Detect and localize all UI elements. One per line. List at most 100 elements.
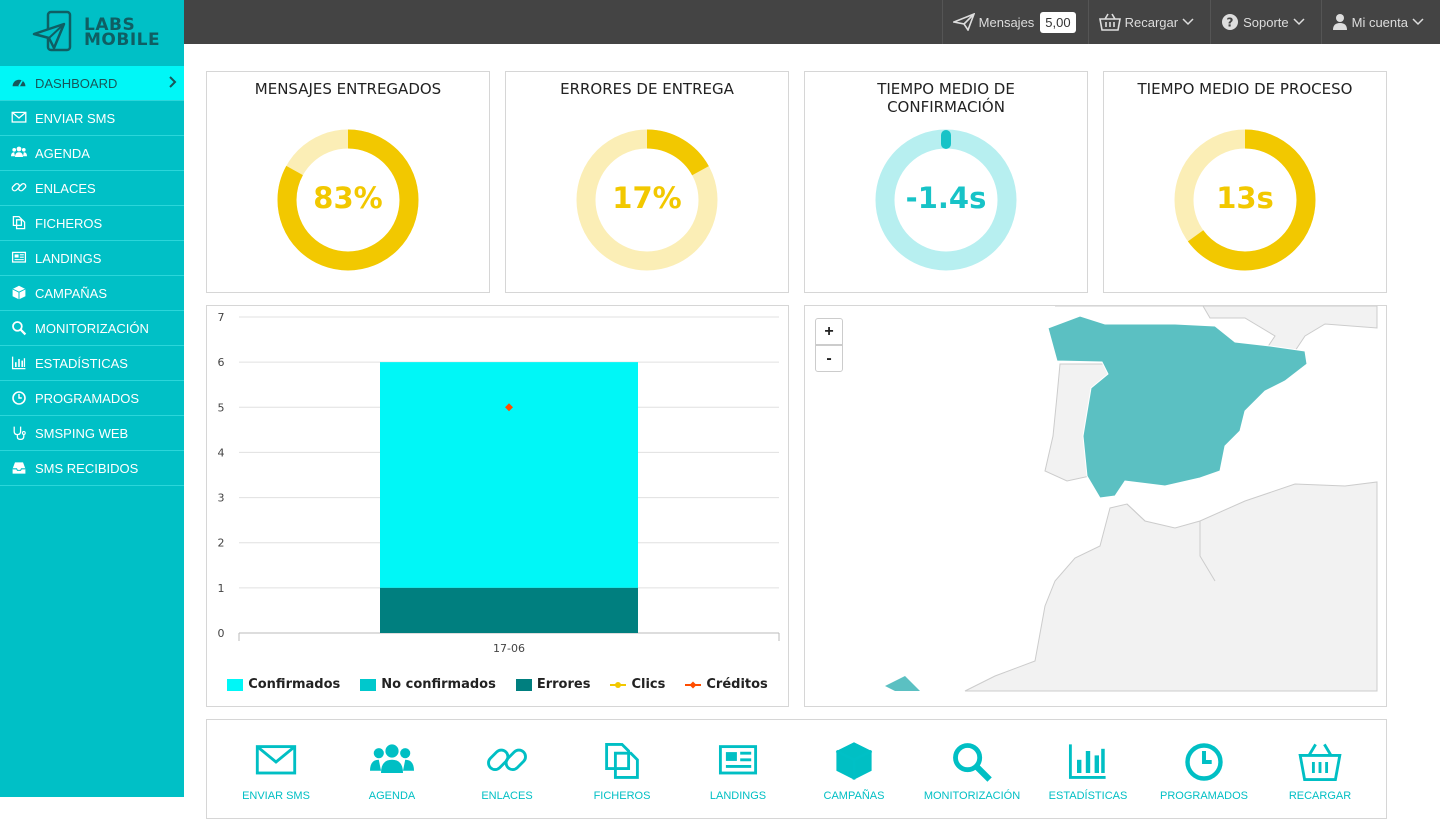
shortcut-label: ENVIAR SMS [242, 790, 310, 802]
y-tick-label: 0 [218, 627, 225, 640]
legend-swatch [360, 678, 377, 691]
kpi-value: 83% [313, 181, 383, 215]
kpi-donut-marker [941, 130, 951, 149]
sidebar-item-landings[interactable]: LANDINGS [0, 241, 184, 276]
sidebar-item-label: SMS RECIBIDOS [35, 460, 139, 476]
shortcut-landings[interactable]: LANDINGS [683, 740, 793, 802]
y-tick-label: 7 [218, 311, 225, 324]
bar-chart-icon [1068, 744, 1106, 779]
kpi-value: -1.4s [905, 181, 987, 215]
kpi-value: 17% [612, 181, 682, 215]
sidebar-item-enviar-sms[interactable]: ENVIAR SMS [0, 101, 184, 136]
y-tick-label: 5 [218, 401, 225, 414]
search-icon [10, 319, 32, 337]
sidebar: LABS MOBILE DASHBOARD ENVIAR SMS AGENDA … [0, 0, 184, 797]
brand-text: LABS MOBILE [84, 15, 160, 49]
kpi-donut: 13s [1174, 129, 1316, 271]
map-region-spain[interactable] [1047, 315, 1308, 499]
sidebar-item-label: ESTADÍSTICAS [35, 355, 128, 371]
brand-logo[interactable]: LABS MOBILE [0, 0, 184, 66]
shortcut-recargar[interactable]: RECARGAR [1265, 740, 1375, 802]
zoom-in-button[interactable]: + [815, 318, 843, 345]
shortcut-enlaces[interactable]: ENLACES [452, 740, 562, 802]
inbox-icon [10, 459, 32, 477]
y-tick-label: 3 [218, 492, 225, 505]
shortcut-enviar-sms[interactable]: ENVIAR SMS [221, 740, 331, 802]
shortcut-label: AGENDA [368, 790, 416, 802]
sidebar-item-label: FICHEROS [35, 215, 103, 231]
sidebar-item-estadísticas[interactable]: ESTADÍSTICAS [0, 346, 184, 381]
search-icon [953, 743, 992, 782]
recargar-label: Recargar [1124, 14, 1179, 30]
shortcut-estadísticas[interactable]: ESTADÍSTICAS [1033, 740, 1143, 802]
legend-item[interactable]: Créditos [685, 677, 768, 692]
sidebar-item-ficheros[interactable]: FICHEROS [0, 206, 184, 241]
kpi-donut-arc [576, 129, 718, 271]
files-icon [10, 214, 32, 232]
bar-segment-no-confirmados [380, 362, 638, 588]
basket-icon [1298, 743, 1342, 782]
legend-item[interactable]: Errores [515, 677, 590, 692]
x-tick-label: 17-06 [493, 642, 525, 655]
sidebar-item-label: ENLACES [35, 180, 96, 196]
legend-label: Clics [631, 677, 666, 692]
sidebar-item-programados[interactable]: PROGRAMADOS [0, 381, 184, 416]
recargar-menu[interactable]: Recargar [1087, 0, 1210, 44]
cuenta-menu[interactable]: Mi cuenta [1320, 0, 1440, 44]
sidebar-item-label: AGENDA [35, 145, 90, 161]
link-icon [487, 748, 527, 771]
shortcut-agenda[interactable]: AGENDA [337, 740, 447, 802]
chevron-down-icon [1293, 18, 1305, 26]
kpi-donut: 17% [576, 129, 718, 271]
files-icon [605, 742, 639, 779]
brand-line1: LABS [84, 15, 136, 35]
dashboard-icon [10, 74, 32, 92]
envelope-icon [255, 745, 297, 775]
sidebar-item-campañas[interactable]: CAMPAÑAS [0, 276, 184, 311]
clock-icon [1185, 743, 1223, 781]
envelope-icon [10, 109, 32, 127]
shortcut-label: FICHEROS [593, 790, 651, 802]
shortcut-campañas[interactable]: CAMPAÑAS [799, 740, 909, 802]
messages-chart-card: 0 1 2 3 4 5 6 7 17-06 Confirmados No confirmados E… [206, 305, 789, 707]
shortcut-monitorización[interactable]: MONITORIZACIÓN [917, 740, 1027, 802]
shortcut-label: MONITORIZACIÓN [923, 790, 1021, 802]
legend-swatch [227, 678, 244, 691]
sidebar-item-smsping-web[interactable]: SMSPING WEB [0, 416, 184, 451]
users-icon [370, 744, 414, 773]
kpi-donut-arc [1174, 129, 1316, 271]
sidebar-item-label: CAMPAÑAS [35, 285, 107, 301]
sidebar-item-enlaces[interactable]: ENLACES [0, 171, 184, 206]
soporte-label: Soporte [1243, 14, 1289, 30]
map-card: + - [804, 305, 1387, 707]
shortcut-ficheros[interactable]: FICHEROS [567, 740, 677, 802]
shortcut-label: CAMPAÑAS [823, 790, 885, 802]
chevron-right-icon [168, 75, 178, 91]
soporte-menu[interactable]: ? Soporte [1210, 0, 1321, 44]
sidebar-item-sms-recibidos[interactable]: SMS RECIBIDOS [0, 451, 184, 486]
legend-item[interactable]: Clics [610, 677, 665, 692]
chart-legend: Confirmados No confirmados Errores Clics Cré… [207, 677, 788, 692]
shortcut-label: PROGRAMADOS [1159, 790, 1248, 802]
kpi-card: TIEMPO MEDIO DE CONFIRMACIÓN -1.4s [804, 71, 1088, 293]
y-tick-label: 4 [218, 446, 225, 459]
world-map[interactable] [805, 306, 1387, 707]
sidebar-item-label: LANDINGS [35, 250, 102, 266]
topbar: Mensajes 5,00 Recargar ? Soporte Mi cuen… [184, 0, 1440, 44]
sidebar-item-label: ENVIAR SMS [35, 110, 116, 126]
stethoscope-icon [10, 424, 32, 442]
sidebar-item-label: DASHBOARD [35, 75, 118, 91]
mensajes-menu[interactable]: Mensajes 5,00 [941, 0, 1088, 44]
sidebar-item-agenda[interactable]: AGENDA [0, 136, 184, 171]
y-tick-label: 6 [218, 356, 225, 369]
legend-item[interactable]: No confirmados [360, 677, 496, 692]
shortcut-programados[interactable]: PROGRAMADOS [1149, 740, 1259, 802]
sidebar-item-dashboard[interactable]: DASHBOARD [0, 66, 184, 101]
sidebar-item-monitorización[interactable]: MONITORIZACIÓN [0, 311, 184, 346]
sidebar-item-label: PROGRAMADOS [35, 390, 140, 406]
mensajes-balance-badge: 5,00 [1040, 11, 1076, 33]
user-icon [1332, 14, 1347, 30]
kpi-card: MENSAJES ENTREGADOS 83% [206, 71, 490, 293]
zoom-out-button[interactable]: - [815, 345, 843, 372]
legend-item[interactable]: Confirmados [227, 677, 340, 692]
